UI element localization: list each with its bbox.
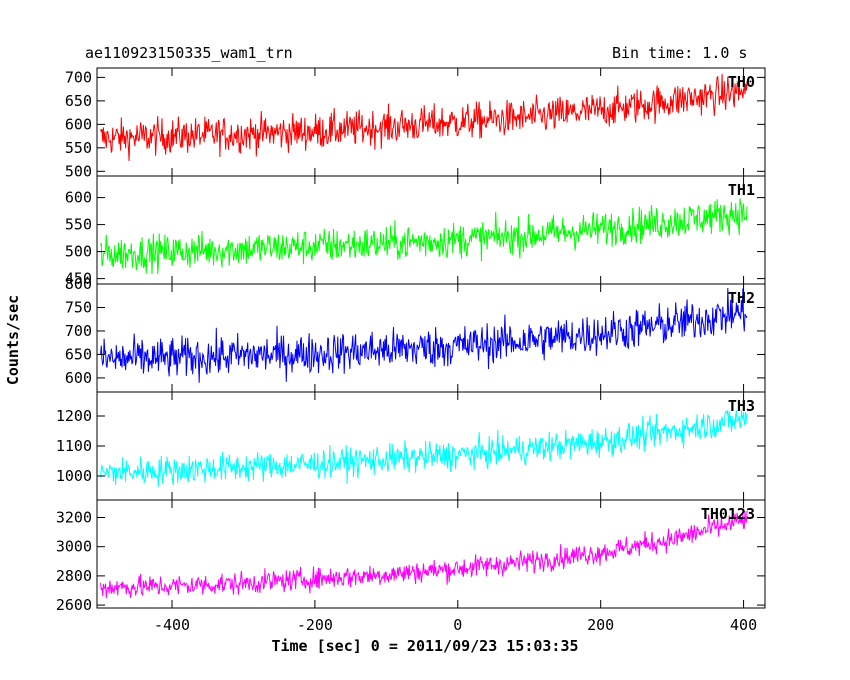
y-axis-label: Counts/sec xyxy=(4,295,22,385)
y-tick-label: 1100 xyxy=(56,437,92,455)
y-tick-label: 3000 xyxy=(56,538,92,556)
x-tick-label: 200 xyxy=(587,616,614,634)
y-tick-label: 750 xyxy=(65,298,92,316)
series-line-th2 xyxy=(100,287,748,383)
y-tick-label: 800 xyxy=(65,275,92,293)
y-tick-label: 3200 xyxy=(56,509,92,527)
observation-title: ae110923150335_wam1_trn xyxy=(85,44,293,62)
bin-time-label: Bin time: 1.0 s xyxy=(612,44,748,62)
y-tick-label: 2600 xyxy=(56,596,92,614)
series-line-th1 xyxy=(100,198,748,275)
panel-frame-th0123 xyxy=(96,499,766,609)
panel-label-th2: TH2 xyxy=(728,289,755,307)
y-tick-label: 500 xyxy=(65,243,92,261)
x-tick-label: 0 xyxy=(453,616,462,634)
x-tick-label: -400 xyxy=(154,616,190,634)
x-tick-label: 400 xyxy=(730,616,757,634)
y-tick-label: 700 xyxy=(65,68,92,86)
y-tick-label: 2800 xyxy=(56,567,92,585)
y-tick-label: 1000 xyxy=(56,467,92,485)
panel-label-th3: TH3 xyxy=(728,397,755,415)
panel-frame-th0 xyxy=(96,67,766,177)
y-tick-label: 550 xyxy=(65,216,92,234)
y-tick-label: 650 xyxy=(65,345,92,363)
panel-frame-th2 xyxy=(96,283,766,393)
y-tick-label: 450 xyxy=(65,270,92,288)
y-tick-label: 500 xyxy=(65,162,92,180)
y-tick-label: 600 xyxy=(65,115,92,133)
series-line-th0123 xyxy=(100,510,748,599)
y-tick-label: 700 xyxy=(65,322,92,340)
y-tick-label: 1200 xyxy=(56,407,92,425)
panel-label-th1: TH1 xyxy=(728,181,755,199)
x-axis-label: Time [sec] 0 = 2011/09/23 15:03:35 xyxy=(271,637,578,655)
y-tick-label: 600 xyxy=(65,189,92,207)
y-tick-label: 600 xyxy=(65,369,92,387)
y-tick-label: 650 xyxy=(65,92,92,110)
panel-frame-th3 xyxy=(96,391,766,501)
series-line-th0 xyxy=(100,73,748,162)
panel-label-th0123: TH0123 xyxy=(701,505,755,523)
panel-label-th0: TH0 xyxy=(728,73,755,91)
series-line-th3 xyxy=(100,409,748,487)
x-tick-label: -200 xyxy=(297,616,333,634)
y-tick-label: 550 xyxy=(65,139,92,157)
panel-frame-th1 xyxy=(96,175,766,285)
